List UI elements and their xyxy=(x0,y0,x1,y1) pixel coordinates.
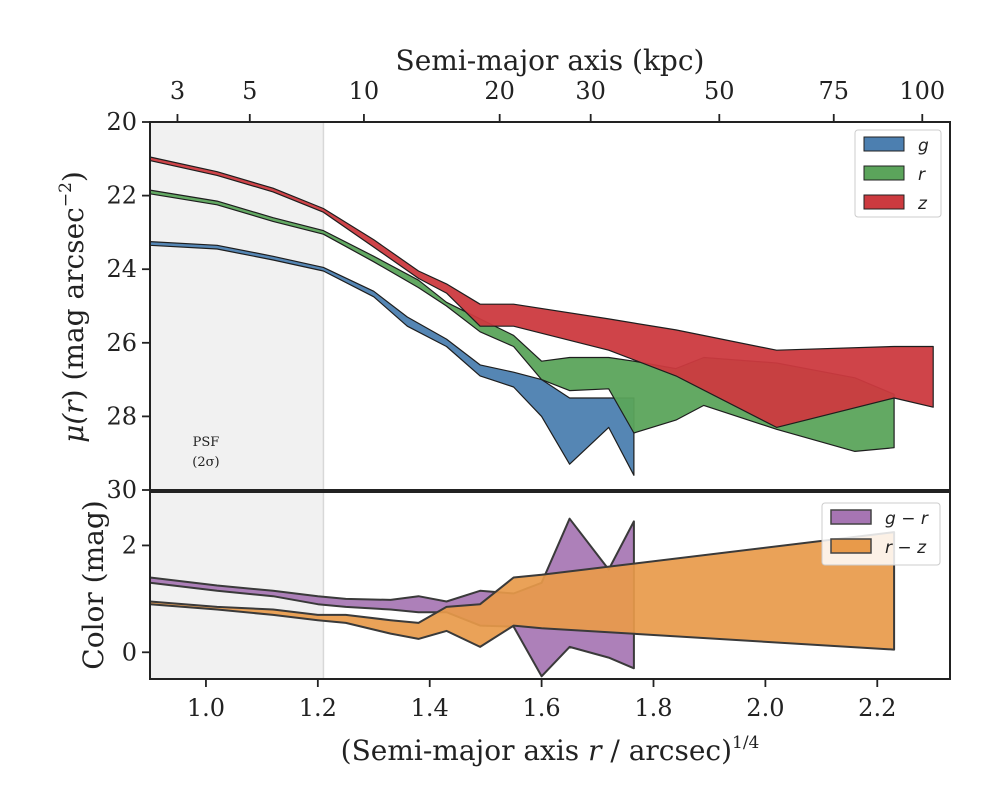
x-tick-label: 1.2 xyxy=(299,694,337,722)
psf-region-top xyxy=(150,122,324,490)
top-x-tick-label: 20 xyxy=(484,77,515,105)
x-title-suffix: / arcsec) xyxy=(601,734,732,767)
top-x-tick-label: 50 xyxy=(704,77,735,105)
psf-sigma-label: (2σ) xyxy=(192,455,219,470)
x-tick-label: 1.0 xyxy=(187,694,225,722)
x-tick-label: 2.2 xyxy=(858,694,896,722)
y-tick-label: 20 xyxy=(106,108,137,136)
x-tick-label: 2.0 xyxy=(746,694,784,722)
y-tick-label: 22 xyxy=(106,182,137,210)
x-title-prefix: (Semi-major axis xyxy=(341,734,588,767)
top-x-axis-title: Semi-major axis (kpc) xyxy=(396,44,705,77)
axis-ticks: 20 22 24 26 28 30 0 2 1.0 1.2 1.4 1.6 1.8 2.0 2.2 3 5 10 2… xyxy=(106,77,945,722)
psf-label: PSF xyxy=(193,435,220,450)
y-title-exponent: −2 xyxy=(56,182,76,207)
y-title-mu: μ( xyxy=(57,413,90,443)
color-legend: g − r r − z xyxy=(821,502,941,566)
band-r-minus-z xyxy=(149,531,896,651)
x-tick-label: 1.8 xyxy=(634,694,672,722)
legend-label-r: r xyxy=(918,165,926,185)
x-title-variable: r xyxy=(588,734,603,767)
y-title-units: ) (mag arcsec xyxy=(57,207,90,400)
legend-swatch-r-minus-z xyxy=(830,538,872,554)
y-tick-label: 26 xyxy=(106,329,137,357)
y-tick-label: 30 xyxy=(106,476,137,504)
top-x-tick-label: 10 xyxy=(349,77,380,105)
y-tick-label: 24 xyxy=(106,255,137,283)
color-bands xyxy=(149,517,896,678)
legend-label-g-minus-r: g − r xyxy=(885,509,929,529)
surface-brightness-legend: g r z xyxy=(854,129,942,218)
band-z xyxy=(149,156,934,428)
x-title-exponent: 1/4 xyxy=(732,733,759,753)
y-title-close: ) xyxy=(57,171,90,182)
color-y-axis-title: Color (mag) xyxy=(77,500,110,669)
top-x-tick-label: 75 xyxy=(818,77,849,105)
surface-brightness-plot-frame xyxy=(149,121,951,491)
legend-label-z: z xyxy=(917,194,928,214)
legend-swatch-z xyxy=(863,194,905,210)
band-g xyxy=(149,241,635,476)
color-y-tick-label: 2 xyxy=(122,531,137,559)
y-title-variable: r xyxy=(57,399,90,414)
surface-brightness-bands xyxy=(149,156,934,476)
top-x-tick-label: 100 xyxy=(899,77,945,105)
legend-swatch-r xyxy=(863,165,905,181)
top-x-tick-label: 5 xyxy=(242,77,257,105)
color-y-tick-label: 0 xyxy=(122,638,137,666)
legend-label-r-minus-z: r − z xyxy=(885,538,927,558)
top-x-tick-label: 3 xyxy=(170,77,185,105)
legend-label-g: g xyxy=(918,136,929,156)
bottom-x-axis-title: (Semi-major axis r / arcsec)1/4 xyxy=(341,733,760,767)
legend-swatch-g xyxy=(863,136,905,152)
y-tick-label: 28 xyxy=(106,402,137,430)
color-plot-frame xyxy=(149,491,951,680)
surface-brightness-y-axis-title: μ(r) (mag arcsec−2) xyxy=(56,171,90,443)
x-tick-label: 1.4 xyxy=(411,694,449,722)
top-x-tick-label: 30 xyxy=(575,77,606,105)
x-tick-label: 1.6 xyxy=(523,694,561,722)
legend-swatch-g-minus-r xyxy=(830,509,872,525)
